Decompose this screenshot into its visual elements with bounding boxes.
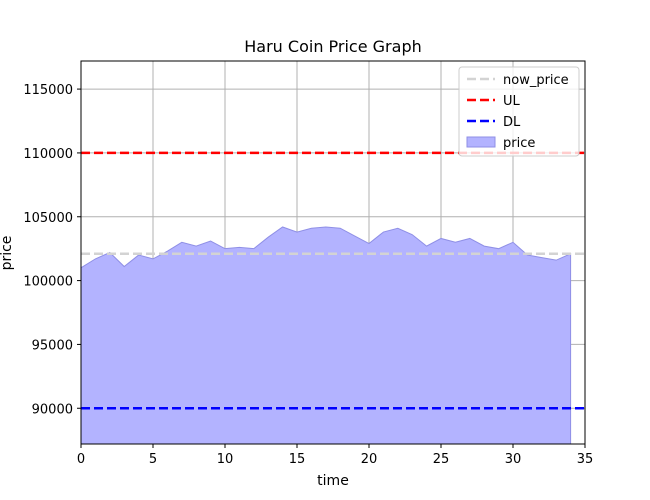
y-tick-label: 90000 — [32, 402, 73, 417]
tick-labels: 0 5 10 15 20 25 30 35 90000 95000 100000 105000 1100… — [23, 83, 593, 467]
legend-label-price: price — [503, 136, 535, 151]
x-tick-label: 30 — [505, 452, 522, 467]
axes — [77, 60, 586, 448]
legend-label-now-price: now_price — [503, 73, 569, 88]
price-area-layer — [80, 226, 572, 445]
legend-box — [458, 66, 580, 157]
plot-frame — [80, 60, 586, 445]
x-tick-label: 10 — [217, 452, 234, 467]
x-tick-label: 0 — [77, 452, 85, 467]
legend-label-ul: UL — [503, 94, 521, 109]
x-tick-label: 25 — [433, 452, 450, 467]
y-tick-label: 115000 — [23, 83, 73, 98]
legend-swatch-price — [466, 136, 496, 148]
x-tick-label: 35 — [577, 452, 594, 467]
chart-title: Haru Coin Price Graph — [244, 37, 421, 56]
legend: now_price UL DL price — [458, 66, 580, 157]
x-tick-label: 20 — [361, 452, 378, 467]
x-axis-label: time — [317, 473, 349, 489]
y-tick-label: 100000 — [23, 275, 73, 290]
y-axis-label: price — [0, 236, 15, 271]
y-tick-label: 105000 — [23, 211, 73, 226]
y-tick-label: 110000 — [23, 147, 73, 162]
x-tick-label: 5 — [149, 452, 157, 467]
y-tick-label: 95000 — [32, 338, 73, 353]
x-tick-label: 15 — [289, 452, 306, 467]
price-area — [80, 226, 572, 445]
legend-label-dl: DL — [503, 115, 521, 130]
